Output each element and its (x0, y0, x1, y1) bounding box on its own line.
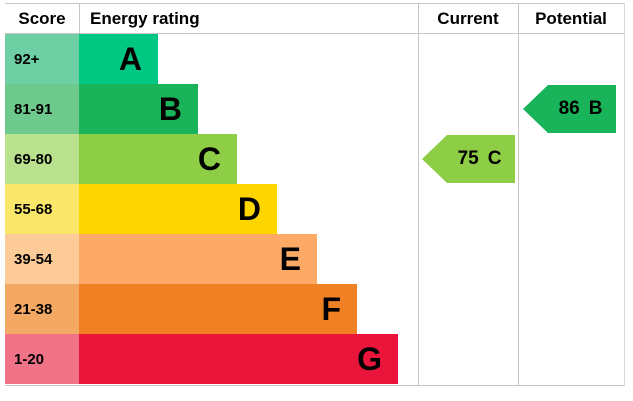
header-bottom-border (5, 33, 625, 34)
band-row-g: 1-20 G (5, 334, 625, 384)
band-bar-c: C (79, 134, 237, 184)
potential-rating-letter: B (588, 98, 603, 119)
band-row-f: 21-38 F (5, 284, 625, 334)
score-range-c: 69-80 (5, 134, 79, 184)
table-bottom-border (5, 385, 625, 386)
score-range-d: 55-68 (5, 184, 79, 234)
band-letter-d: D (237, 190, 261, 227)
score-range-e: 39-54 (5, 234, 79, 284)
band-letter-c: C (197, 140, 221, 177)
table-right-border (624, 3, 625, 386)
energy-rating-column-header: Energy rating (90, 9, 200, 28)
band-letter-f: F (321, 290, 341, 327)
score-range-a: 92+ (5, 34, 79, 84)
current-rating-value: 75 (457, 148, 479, 169)
potential-column-divider (518, 3, 519, 386)
band-row-a: 92+ A (5, 34, 625, 84)
score-column-header: Score (18, 9, 66, 28)
table-top-border (5, 3, 625, 4)
band-bar-g: G (79, 334, 398, 384)
score-range-f: 21-38 (5, 284, 79, 334)
band-row-e: 39-54 E (5, 234, 625, 284)
band-bar-f: F (79, 284, 357, 334)
band-letter-e: E (279, 240, 301, 277)
current-column-header: Current (437, 9, 499, 28)
band-letter-g: G (357, 340, 382, 377)
band-bar-d: D (79, 184, 277, 234)
band-letter-b: B (158, 90, 182, 127)
current-rating-letter: C (487, 148, 502, 169)
score-column-divider (79, 3, 80, 34)
band-row-b: 81-91 B (5, 84, 625, 134)
band-bar-b: B (79, 84, 198, 134)
potential-rating-value: 86 (558, 98, 580, 119)
band-row-d: 55-68 D (5, 184, 625, 234)
potential-column-header: Potential (535, 9, 607, 28)
band-row-c: 69-80 C (5, 134, 625, 184)
score-range-g: 1-20 (5, 334, 79, 384)
band-letter-a: A (118, 40, 142, 77)
band-bar-e: E (79, 234, 317, 284)
current-column-divider (418, 3, 419, 386)
energy-band-rows: 92+ A 81-91 B 69-80 C 55-68 D 39-54 E 21-38 F 1-20 G (5, 34, 625, 384)
score-range-b: 81-91 (5, 84, 79, 134)
band-bar-a: A (79, 34, 158, 84)
